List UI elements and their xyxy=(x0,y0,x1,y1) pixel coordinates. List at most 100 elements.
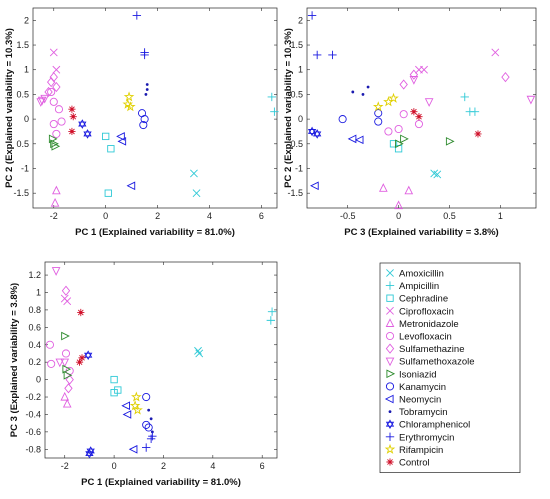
point-control xyxy=(78,354,86,362)
x-tick-label: 6 xyxy=(259,211,264,221)
point-sulfamethazine xyxy=(399,79,408,90)
point-isoniazid xyxy=(63,370,73,380)
point-levofloxacin xyxy=(54,105,64,114)
point-rifampicin xyxy=(372,101,384,112)
x-tick-label: -2 xyxy=(61,461,69,471)
legend-marker-chloramphenicol xyxy=(385,419,395,430)
point-tobramycin xyxy=(361,93,365,96)
point-levofloxacin xyxy=(47,359,56,368)
point-metronidazole xyxy=(60,391,70,401)
point-ciprofloxacin xyxy=(49,48,58,57)
y-tick-label: 0 xyxy=(298,114,303,124)
point-metronidazole xyxy=(62,398,72,408)
point-levofloxacin xyxy=(394,124,403,134)
legend-label-cephradine: Cephradine xyxy=(399,294,448,305)
point-neomycin xyxy=(310,181,319,191)
point-cephradine xyxy=(107,145,115,153)
point-amoxicillin xyxy=(195,349,204,358)
x-tick-label: 2 xyxy=(155,211,160,221)
y-axis-label: PC 2 (Explained variability = 10.3%) xyxy=(283,28,294,188)
y-tick-label: -0.2 xyxy=(25,392,41,402)
y-tick-label: 0 xyxy=(24,114,29,124)
point-isoniazid xyxy=(48,134,58,144)
point-neomycin xyxy=(354,135,364,145)
point-metronidazole xyxy=(50,197,60,207)
point-control xyxy=(68,127,76,136)
point-erythromycin xyxy=(132,11,142,20)
point-sulfamethoxazole xyxy=(526,95,536,105)
point-tobramycin xyxy=(351,90,355,94)
point-kanamycin xyxy=(144,423,153,432)
legend-label-sulfamethoxazole: Sulfamethoxazole xyxy=(399,357,475,368)
legend-marker-kanamycin xyxy=(385,382,395,391)
point-erythromycin xyxy=(328,50,337,60)
y-tick-label: -1 xyxy=(21,163,29,173)
point-sulfamethazine xyxy=(61,285,71,296)
point-sulfamethoxazole xyxy=(60,358,70,368)
point-sulfamethazine xyxy=(52,81,61,93)
y-tick-label: -1 xyxy=(295,163,303,173)
point-erythromycin xyxy=(141,443,151,452)
x-tick-label: 0 xyxy=(112,461,117,471)
x-tick-label: 0 xyxy=(396,211,401,221)
point-rifampicin xyxy=(131,391,142,402)
point-kanamycin xyxy=(140,115,149,124)
point-cephradine xyxy=(110,375,118,384)
point-metronidazole xyxy=(394,200,403,210)
point-neomycin xyxy=(128,444,138,454)
point-rifampicin xyxy=(388,92,399,103)
y-tick-label: 0.6 xyxy=(28,322,41,332)
point-isoniazid xyxy=(50,139,59,149)
x-tick-label: -2 xyxy=(50,211,58,221)
point-control xyxy=(77,308,85,317)
y-tick-label: 2 xyxy=(298,15,303,25)
point-amoxicillin xyxy=(190,169,198,178)
point-ampicillin xyxy=(270,107,279,116)
point-sulfamethoxazole xyxy=(37,96,47,106)
point-ciprofloxacin xyxy=(63,297,72,306)
y-tick-label: 1.5 xyxy=(290,40,303,50)
x-tick-label: 0 xyxy=(103,211,108,221)
point-sulfamethazine xyxy=(44,86,53,98)
x-tick-label: 1 xyxy=(498,211,503,221)
legend-label-rifampicin: Rifampicin xyxy=(399,445,443,456)
point-metronidazole xyxy=(52,185,61,195)
data-points xyxy=(36,11,279,207)
point-ampicillin xyxy=(267,307,277,316)
point-levofloxacin xyxy=(61,349,71,358)
point-levofloxacin xyxy=(384,127,393,136)
legend-label-tobramycin: Tobramycin xyxy=(399,407,448,418)
point-kanamycin xyxy=(374,117,383,126)
y-tick-label: 0.4 xyxy=(28,340,41,350)
y-tick-label: 0.2 xyxy=(28,357,41,367)
point-control xyxy=(410,108,418,116)
x-tick-label: 4 xyxy=(207,211,212,221)
x-tick-label: 4 xyxy=(210,461,215,471)
point-isoniazid xyxy=(61,331,70,341)
point-cephradine xyxy=(114,386,122,394)
point-chloramphenicol xyxy=(86,446,95,456)
point-neomycin xyxy=(347,134,357,144)
point-sulfamethoxazole xyxy=(55,358,65,368)
point-sulfamethazine xyxy=(409,69,419,80)
legend-label-erythromycin: Erythromycin xyxy=(399,432,454,443)
legend-marker-cephradine xyxy=(386,294,394,302)
y-tick-label: 0.5 xyxy=(290,89,303,99)
point-erythromycin xyxy=(140,50,149,60)
y-tick-label: -0.8 xyxy=(25,444,41,454)
point-ampicillin xyxy=(460,92,469,102)
scatter-panel-pc1-pc2: -2 0 2 4 6 -1.5 -1 0.5 0 0.5 1 1.5 2 PC 1 (Explained … xyxy=(4,7,279,238)
legend-marker-rifampicin xyxy=(384,443,396,454)
x-tick-label: 2 xyxy=(161,461,166,471)
point-isoniazid xyxy=(51,141,61,151)
point-sulfamethazine xyxy=(65,374,74,385)
scatter-panel-pc1-pc3: -2 0 2 4 6 -0.8 -0.6 -0.4 -0.2 0 0.2 0.4 0.6 0.8 1 1.2 P… xyxy=(9,261,278,488)
y-tick-label: 0 xyxy=(36,375,41,385)
legend-marker-ampicillin xyxy=(385,281,395,290)
point-levofloxacin xyxy=(414,119,424,129)
y-tick-label: 2 xyxy=(24,15,29,25)
legend-marker-erythromycin xyxy=(385,432,395,441)
y-tick-label: 0.5 xyxy=(290,139,303,149)
